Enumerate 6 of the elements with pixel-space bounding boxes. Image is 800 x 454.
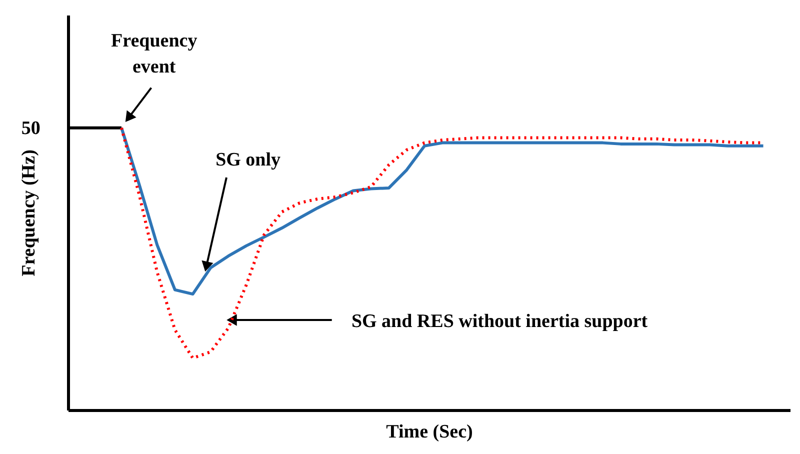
annotation: SG and RES without inertia support — [351, 310, 648, 332]
y-axis-title: Frequency (Hz) — [18, 150, 40, 276]
x-axis-title: Time (Sec) — [386, 422, 473, 442]
annotation: SG only — [216, 150, 282, 171]
text: Frequency event — [111, 30, 198, 78]
text: 50 — [21, 118, 40, 139]
